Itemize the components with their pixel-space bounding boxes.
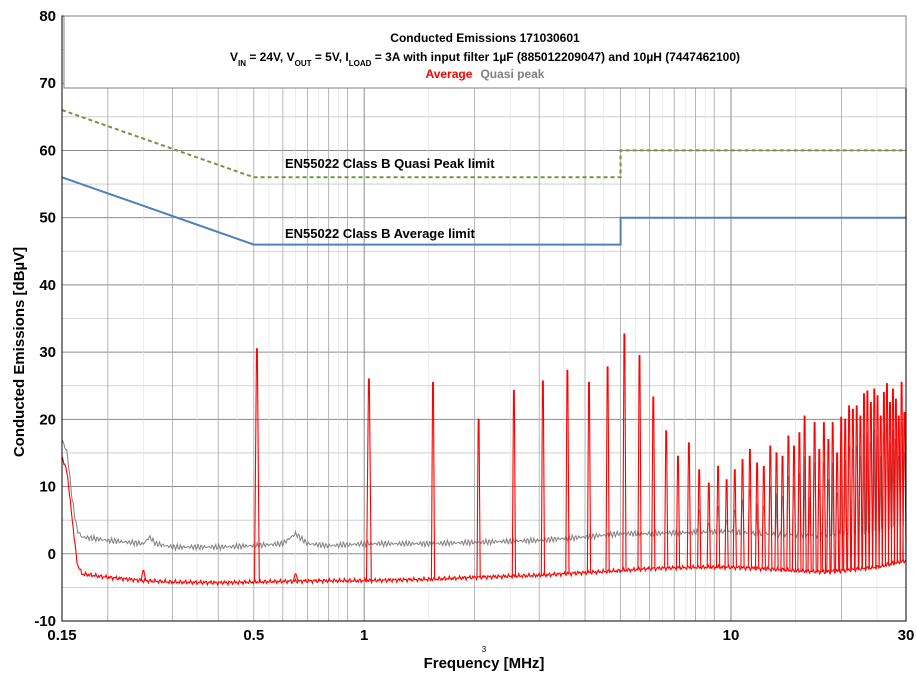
average-peak [675, 455, 681, 568]
average-peak [797, 432, 802, 571]
limit-lines [61, 109, 906, 246]
average-peak [821, 422, 827, 572]
y-axis-title: Conducted Emissions [dBµV] [11, 247, 28, 457]
y-tick-label: 70 [39, 75, 56, 92]
average-peak [839, 416, 844, 571]
average-peak [774, 452, 779, 570]
average-peak [140, 570, 147, 581]
legend-average: Average [426, 67, 473, 81]
average-peak [761, 465, 766, 569]
x-tick-label: 1 [360, 627, 368, 644]
average-peak [858, 415, 863, 569]
average-trace [61, 456, 907, 587]
average-peak [622, 333, 627, 571]
y-tick-label: 40 [39, 277, 56, 294]
average-peak [511, 389, 517, 577]
average-peak [697, 469, 702, 568]
average-peak [868, 401, 874, 568]
average-peak [861, 393, 867, 569]
y-tick-label: 80 [39, 8, 56, 25]
average-peak [724, 479, 729, 568]
legend-quasi-peak: Quasi peak [480, 67, 544, 81]
average-limit-label: EN55022 Class B Average limit [285, 226, 475, 241]
x-tick-label: 10 [723, 627, 740, 644]
y-tick-label: 20 [39, 411, 56, 428]
average-peak [899, 381, 904, 562]
x-tick-label: 30 [898, 627, 915, 644]
average-peak [884, 383, 890, 565]
quasi-peak-limit-label: EN55022 Class B Quasi Peak limit [285, 156, 495, 171]
y-tick-label: -10 [34, 613, 56, 630]
measurement-series [61, 333, 907, 587]
average-peak [878, 415, 883, 567]
average-peak [802, 415, 807, 572]
average-peak [768, 445, 773, 570]
legend: Average Quasi peak [426, 67, 545, 81]
average-peak [826, 438, 831, 572]
average-peak [365, 378, 372, 581]
x-minor-note: 3 [482, 645, 487, 654]
average-peak [817, 449, 822, 572]
average-peak [540, 380, 546, 576]
axis-ticks: -10 0 10 20 30 40 50 60 70 80 0.15 0.5 1 10 30 [34, 8, 914, 644]
average-peak [850, 408, 856, 570]
average-peak [565, 369, 570, 574]
average-peak [747, 449, 753, 569]
average-peak [881, 391, 887, 566]
average-peak [586, 381, 592, 573]
average-peak [791, 445, 797, 571]
y-tick-label: 30 [39, 344, 56, 361]
average-limit-line [61, 176, 906, 246]
average-peak [807, 455, 812, 572]
average-peak [664, 430, 669, 569]
chart-subtitle: VIN = 24V, VOUT = 5V, ILOAD = 3A with in… [230, 50, 740, 68]
average-peak [854, 405, 859, 570]
average-peak [740, 459, 745, 568]
average-peak [786, 435, 791, 571]
quasi-peak-limit-line [61, 109, 906, 179]
average-peak [732, 469, 737, 568]
average-peak [830, 422, 835, 572]
x-axis-title: Frequency [MHz] [424, 655, 545, 672]
chart-title: Conducted Emissions 171030601 [390, 31, 580, 45]
average-peak [637, 354, 642, 570]
average-peak [605, 366, 610, 572]
average-peak [651, 396, 656, 569]
y-tick-label: 60 [39, 142, 56, 159]
average-peak [686, 442, 692, 568]
x-tick-label: 0.5 [243, 627, 264, 644]
average-peak [843, 418, 848, 571]
average-peak [893, 398, 899, 563]
y-tick-label: 50 [39, 210, 56, 227]
title-box: Conducted Emissions 171030601 VIN = 24V,… [63, 15, 907, 89]
x-tick-label: 0.15 [47, 627, 76, 644]
average-peak [754, 462, 760, 569]
y-tick-label: 10 [39, 479, 56, 496]
average-peak [430, 381, 436, 580]
average-peak [715, 465, 721, 568]
grid [61, 15, 907, 622]
average-peak [476, 418, 481, 578]
average-peak [902, 412, 907, 561]
average-peak [292, 573, 299, 582]
average-peak [253, 348, 260, 582]
average-peak [887, 401, 893, 565]
average-peak [780, 455, 785, 570]
average-peak [846, 405, 852, 570]
average-peak [706, 482, 711, 568]
average-peak [872, 388, 877, 568]
average-peak [875, 395, 880, 568]
average-peak [865, 390, 870, 569]
average-peak [812, 422, 817, 572]
y-tick-label: 0 [48, 546, 56, 563]
average-peak [890, 388, 896, 564]
average-peak [834, 452, 840, 571]
average-peak [896, 415, 901, 563]
